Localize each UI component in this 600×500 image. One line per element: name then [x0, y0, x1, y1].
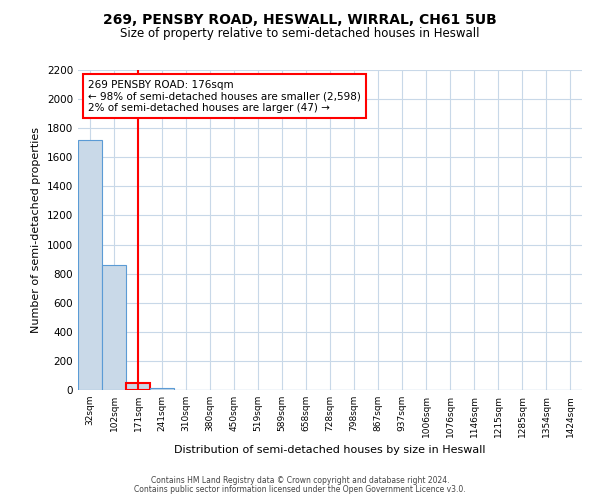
Y-axis label: Number of semi-detached properties: Number of semi-detached properties [31, 127, 41, 333]
X-axis label: Distribution of semi-detached houses by size in Heswall: Distribution of semi-detached houses by … [174, 446, 486, 456]
Text: Size of property relative to semi-detached houses in Heswall: Size of property relative to semi-detach… [120, 28, 480, 40]
Bar [150, 388, 174, 390]
Text: Contains HM Land Registry data © Crown copyright and database right 2024.: Contains HM Land Registry data © Crown c… [151, 476, 449, 485]
Bar [102, 264, 126, 390]
Bar [126, 383, 150, 390]
Bar [78, 140, 102, 390]
Text: Contains public sector information licensed under the Open Government Licence v3: Contains public sector information licen… [134, 485, 466, 494]
Text: 269, PENSBY ROAD, HESWALL, WIRRAL, CH61 5UB: 269, PENSBY ROAD, HESWALL, WIRRAL, CH61 … [103, 12, 497, 26]
Text: 269 PENSBY ROAD: 176sqm
← 98% of semi-detached houses are smaller (2,598)
2% of : 269 PENSBY ROAD: 176sqm ← 98% of semi-de… [88, 80, 361, 113]
